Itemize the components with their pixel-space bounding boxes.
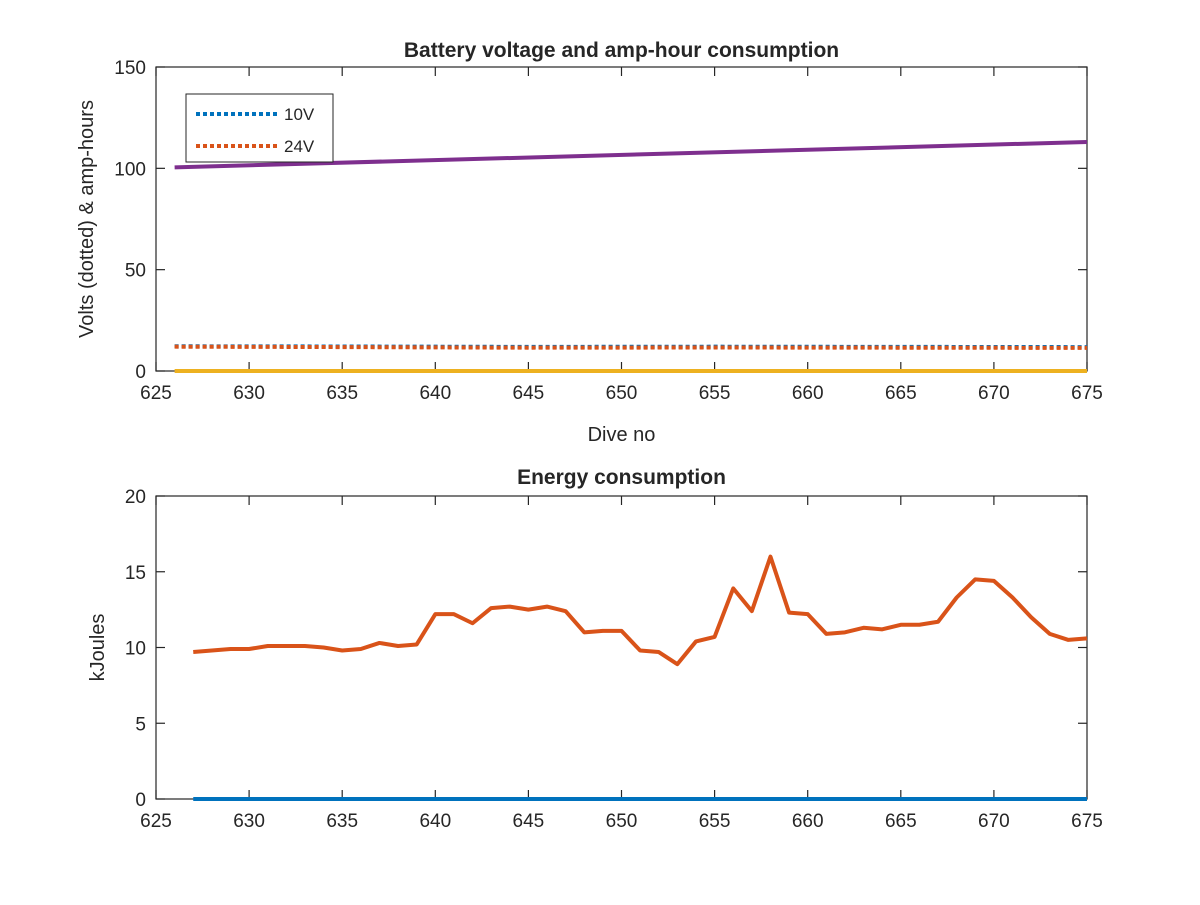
x-tick-label: 675 — [1071, 383, 1103, 404]
legend-label: 10V — [284, 105, 315, 124]
y-tick-label: 5 — [135, 714, 146, 735]
x-tick-label: 645 — [513, 811, 545, 832]
x-tick-label: 670 — [978, 383, 1010, 404]
chart-title: Battery voltage and amp-hour consumption — [404, 39, 839, 62]
y-axis-label: Volts (dotted) & amp-hours — [76, 100, 98, 338]
y-tick-label: 50 — [125, 261, 146, 282]
x-tick-label: 625 — [140, 811, 172, 832]
series-line-0-2 — [174, 139, 1088, 170]
x-tick-label: 625 — [140, 383, 172, 404]
y-axis-label: kJoules — [87, 614, 109, 682]
x-axis-label: Dive no — [588, 424, 656, 446]
x-tick-label: 650 — [606, 811, 638, 832]
chart-title: Energy consumption — [517, 466, 726, 489]
y-tick-label: 150 — [114, 58, 146, 79]
x-tick-label: 670 — [978, 811, 1010, 832]
x-tick-label: 665 — [885, 383, 917, 404]
y-tick-label: 15 — [125, 563, 146, 584]
x-tick-label: 630 — [233, 383, 265, 404]
x-tick-label: 655 — [699, 811, 731, 832]
y-tick-label: 0 — [135, 362, 146, 383]
y-tick-label: 10 — [125, 639, 146, 660]
x-tick-label: 675 — [1071, 811, 1103, 832]
legend-box — [185, 93, 334, 163]
y-tick-label: 0 — [135, 790, 146, 811]
x-tick-label: 640 — [419, 811, 451, 832]
x-tick-label: 640 — [419, 383, 451, 404]
x-tick-label: 665 — [885, 811, 917, 832]
legend-label: 24V — [284, 137, 315, 156]
x-tick-label: 630 — [233, 811, 265, 832]
x-tick-label: 660 — [792, 811, 824, 832]
x-tick-label: 645 — [513, 383, 545, 404]
x-tick-label: 660 — [792, 383, 824, 404]
y-tick-label: 100 — [114, 159, 146, 180]
series-line-1-1 — [193, 554, 1088, 667]
x-tick-label: 655 — [699, 383, 731, 404]
series-line-0-1 — [174, 344, 1088, 350]
x-tick-label: 635 — [326, 383, 358, 404]
x-tick-label: 635 — [326, 811, 358, 832]
y-tick-label: 20 — [125, 487, 146, 508]
x-tick-label: 650 — [606, 383, 638, 404]
